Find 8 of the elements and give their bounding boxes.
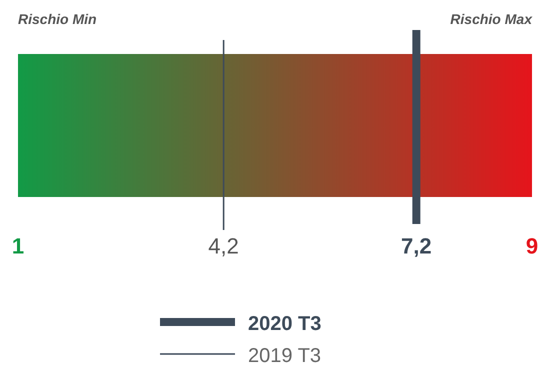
x-tick-label: 7,2 bbox=[401, 234, 432, 259]
x-tick-label: 4,2 bbox=[208, 234, 239, 259]
legend-label: 2019 T3 bbox=[248, 345, 322, 367]
x-tick-label: 9 bbox=[526, 234, 538, 259]
legend-label: 2020 T3 bbox=[248, 313, 322, 335]
text: Rischio Max bbox=[450, 11, 534, 27]
x-tick-label: 1 bbox=[12, 234, 24, 259]
text: Rischio Min bbox=[18, 11, 97, 27]
